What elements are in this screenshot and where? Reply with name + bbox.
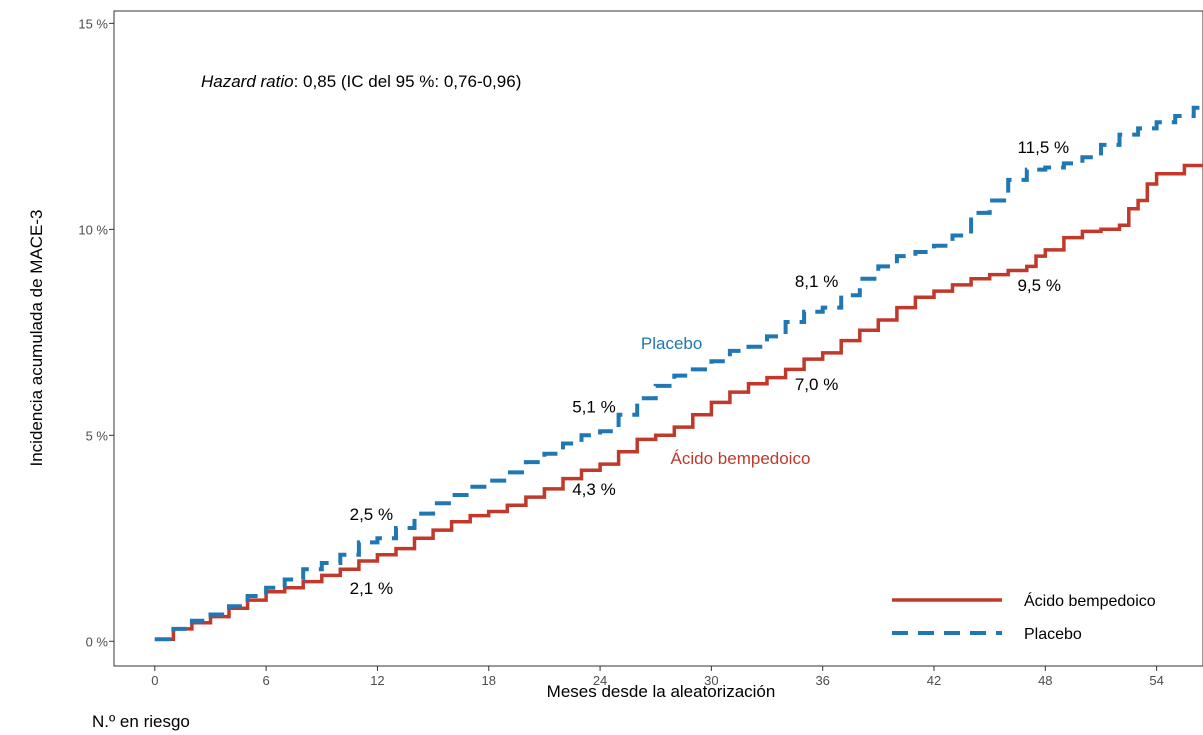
point-label: 9,5 % [1017, 276, 1060, 295]
risk-table-title: N.º en riesgo [92, 712, 190, 731]
axes: 0 6 12 18 24 30 36 42 48 54 0 % 5 % 10 % 15 % [78, 16, 1163, 688]
x-tick-label: 48 [1038, 673, 1052, 688]
x-tick-label: 42 [927, 673, 941, 688]
point-label: 4,3 % [572, 480, 615, 499]
legend: Ácido bempedoico Placebo [892, 591, 1156, 643]
series-line-placebo [154, 105, 1203, 642]
x-tick-label: 6 [263, 673, 270, 688]
annotation-labels: 2,5 % 2,1 % 5,1 % 4,3 % 8,1 % 7,0 % 11,5 % 9,5 … [350, 138, 1070, 598]
chart: 0 6 12 18 24 30 36 42 48 540 %5 %10 %15 % 2,5 %2,… [27, 10, 1203, 701]
hazard-ratio-italic: Hazard ratio [201, 72, 294, 91]
x-tick-label: 54 [1149, 673, 1163, 688]
point-label: 2,5 % [350, 505, 393, 524]
series-label: Ácido bempedoico [671, 449, 811, 468]
x-tick-label: 24 [593, 673, 607, 688]
y-tick-label: 5 % [86, 428, 109, 443]
x-tick-label: 0 [151, 673, 158, 688]
legend-label-acido-bempedoico: Ácido bempedoico [1024, 591, 1156, 610]
point-label: 7,0 % [795, 375, 838, 394]
x-tick-label: 18 [482, 673, 496, 688]
y-tick-label: 0 % [86, 634, 109, 649]
hazard-ratio-annotation: Hazard ratio: 0,85 (IC del 95 %: 0,76-0,… [201, 72, 521, 91]
x-tick-label: 36 [815, 673, 829, 688]
point-label: 11,5 % [1017, 138, 1069, 157]
series-label: Placebo [641, 334, 702, 353]
point-label: 5,1 % [572, 398, 615, 417]
y-axis-title: Incidencia acumulada de MACE-3 [27, 209, 46, 466]
x-tick-label: 12 [370, 673, 384, 688]
y-tick-label: 10 % [78, 222, 108, 237]
x-tick-label: 30 [704, 673, 718, 688]
y-tick-label: 15 % [78, 16, 108, 31]
series-lines [154, 105, 1203, 642]
hazard-ratio-value: : 0,85 (IC del 95 %: 0,76-0,96) [294, 72, 522, 91]
x-axis-title: Meses desde la aleatorización [547, 682, 776, 701]
point-label: 8,1 % [795, 272, 838, 291]
series-line--cido-bempedoico [154, 163, 1203, 641]
plot-panel-border [113, 10, 1203, 667]
legend-label-placebo: Placebo [1024, 626, 1082, 643]
point-label: 2,1 % [350, 579, 393, 598]
